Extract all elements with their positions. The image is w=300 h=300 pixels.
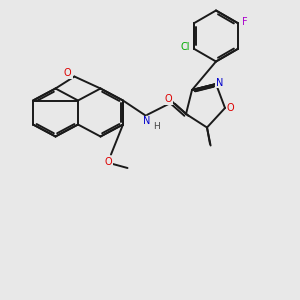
Text: Cl: Cl [180,42,190,52]
Text: F: F [242,17,247,27]
Text: O: O [164,94,172,104]
Text: H: H [154,122,160,131]
Text: N: N [143,116,151,127]
Text: O: O [105,157,112,167]
Text: O: O [64,68,72,79]
Text: N: N [216,77,223,88]
Text: O: O [226,103,234,113]
